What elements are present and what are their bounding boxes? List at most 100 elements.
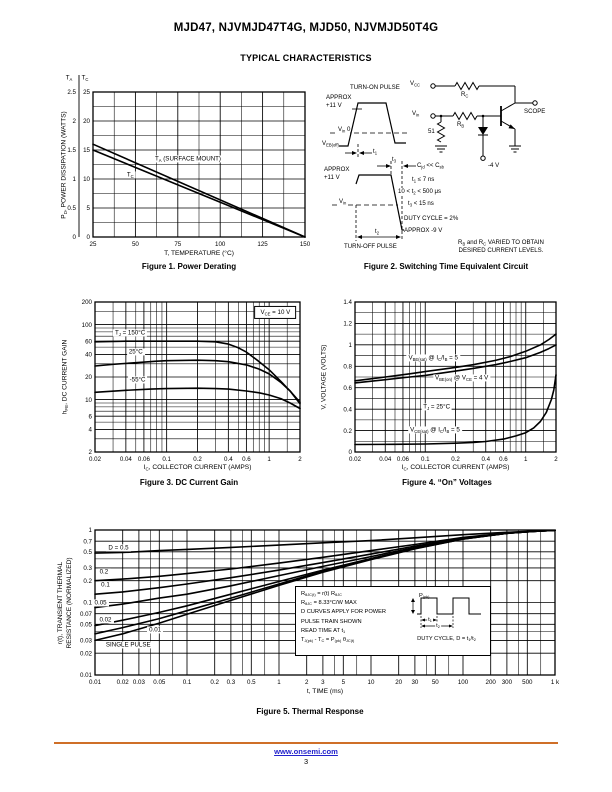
grid-minor	[93, 92, 305, 237]
tick-labels: 0.01 0.02 0.03 0.05 0.1 0.2 0.3 0.5 1 2 3 5 10 20 30 50…	[80, 527, 560, 686]
note-neg9v-label: APPROX -9 V	[404, 227, 443, 235]
turn-on-waveform	[324, 102, 410, 159]
x-tick-label: 0.02	[89, 456, 102, 463]
y-tick-label: 1	[89, 527, 93, 534]
turn-on-arrowheads	[352, 151, 364, 155]
t2-label: t2	[375, 228, 379, 236]
x-tick-label: 30	[411, 679, 418, 686]
veb-off-label: VEB(off)	[322, 140, 339, 148]
tick-labels: 0.02 0.04 0.06 0.1 0.2 0.4 0.6 1 2 2 4 6 10 20 40 60 100…	[82, 299, 303, 463]
r51-resistor	[436, 121, 446, 143]
x-tick-label: 50	[432, 679, 439, 686]
curve-vce-sat-at-ic-ib-5	[354, 374, 557, 446]
fig3-plot: 0.02 0.04 0.06 0.1 0.2 0.4 0.6 1 2 2 4 6 10 20 40 60 100…	[82, 299, 303, 463]
y-tick-label: 0.07	[80, 611, 93, 618]
curve-vbe-sat-at-ic-ib-5	[354, 333, 557, 382]
curve-label-t-j-150-c: TJ = 150°C	[112, 329, 148, 337]
y-tick-label: 4	[89, 427, 93, 434]
page-number: 3	[303, 757, 309, 766]
y-tick-label: 6	[89, 413, 93, 420]
scope-terminal	[532, 100, 538, 106]
plot-border	[92, 91, 306, 238]
series	[94, 340, 301, 410]
vin-zero-label: Vin 0	[338, 126, 351, 134]
x-tick-label: 1 k	[551, 679, 560, 686]
x-tick-label: 0.4	[481, 456, 490, 463]
curve-label-25-c: 25°C	[126, 348, 145, 356]
x-tick-label: 20	[395, 679, 402, 686]
curve-25c	[94, 359, 301, 404]
figure4-caption: Figure 4. “On” Voltages	[402, 478, 492, 487]
onsemi-link[interactable]: www.onsemi.com	[274, 747, 338, 756]
x-tick-label: 200	[486, 679, 497, 686]
y-axis-title: PD, POWER DISSIPATION (WATTS)	[60, 110, 68, 219]
x-tick-label: 25	[90, 241, 97, 248]
x-tick-label: 50	[132, 241, 139, 248]
note-line-3: D CURVES APPLY FOR POWER	[301, 609, 387, 616]
y-tick-label: 0	[349, 449, 353, 456]
fig5-plot: 0.01 0.02 0.03 0.05 0.1 0.2 0.3 0.5 1 2 3 5 10 20 30 50…	[80, 527, 560, 686]
approx-11v-off-label: APPROX +11 V	[324, 166, 350, 182]
plot-border	[94, 301, 301, 453]
test-circuit	[430, 81, 538, 161]
x-tick-label: 0.05	[153, 679, 166, 686]
curve-label-0-02: 0.02	[97, 616, 114, 624]
figure2-caption: Figure 2. Switching Time Equivalent Circ…	[363, 262, 529, 271]
x-tick-label: 100	[458, 679, 469, 686]
ppk-label: P(pk)	[419, 593, 430, 600]
y2-tick-label: 0	[73, 234, 77, 241]
x-tick-label: 0.06	[138, 456, 151, 463]
y-tick-label: 5	[87, 205, 91, 212]
x-tick-label: 0.5	[247, 679, 256, 686]
series	[94, 529, 556, 642]
y-tick-label: 10	[83, 176, 90, 183]
note-duty-label: DUTY CYCLE = 2%	[404, 215, 459, 223]
turn-off-arrowheads	[357, 164, 408, 239]
x-tick-label: 5	[342, 679, 346, 686]
curve-d-0-5	[94, 529, 556, 554]
curve-label-t-a-surface-mount: TA (SURFACE MOUNT)	[152, 155, 223, 164]
curve-55c	[94, 387, 301, 410]
y-tick-label: 0.6	[343, 385, 352, 392]
curve-vbe-on-at-vce-4-v	[354, 344, 557, 384]
curve-label-0-01: 0.01	[147, 626, 164, 634]
y-tick-label: 0.03	[80, 638, 93, 645]
y-tick-label: 1.4	[343, 299, 352, 306]
x-tick-label: 0.4	[224, 456, 233, 463]
y-tick-label: 15	[83, 147, 90, 154]
circuit-graphics	[324, 81, 538, 241]
note-t1-label: t1 ≤ 7 ns	[412, 176, 435, 184]
y-axis-title: r(t), TRANSIENT THERMAL RESISTANCE (NORM…	[57, 556, 73, 649]
x-tick-label: 0.2	[451, 456, 460, 463]
tick-labels: 0.02 0.04 0.06 0.1 0.2 0.4 0.6 1 2 0 0.2 0.4 0.6 0.8 1…	[343, 299, 558, 463]
curve-label-v-be-sat-i-c-i-b-5: VBE(sat) @ IC/IB = 5	[406, 354, 460, 362]
x-axis-title: IC, COLLECTOR CURRENT (AMPS)	[143, 464, 252, 472]
x-tick-label: 3	[321, 679, 325, 686]
y2-tick-label: 2	[73, 118, 77, 125]
curve-label-v-ce-sat-i-c-i-b-5: VCE(sat) @ IC/IB = 5	[408, 425, 462, 434]
x-tick-label: 1	[277, 679, 281, 686]
y-tick-label: 10	[85, 397, 92, 404]
note-t3-label: t3 < 15 ns	[408, 200, 434, 208]
y-tick-label: 1.2	[343, 321, 352, 328]
curve-ta-surface-mount	[92, 143, 306, 238]
rb-label: RB	[457, 121, 465, 129]
x-tick-label: 300	[502, 679, 513, 686]
note-line-4: PULSE TRAIN SHOWN	[301, 618, 362, 625]
y2-tick-label: 2.5	[67, 89, 76, 96]
footer-rule	[54, 742, 558, 745]
turn-off-pulse-label: TURN-OFF PULSE	[344, 243, 397, 251]
x-tick-label: 0.02	[117, 679, 130, 686]
y-tick-label: 60	[85, 338, 92, 345]
t2-label: t2	[435, 623, 441, 630]
series	[92, 143, 306, 238]
y-tick-label: 0.01	[80, 672, 93, 679]
curve-label-v-ce-10-v: VCE = 10 V	[254, 306, 297, 319]
curve-d-0-1	[94, 529, 556, 595]
x-tick-label: 0.1	[162, 456, 171, 463]
y2-tick-label: 0.5	[67, 205, 76, 212]
x-axis-title: t, TIME (ms)	[306, 688, 344, 695]
x-tick-label: 2	[305, 679, 309, 686]
x-tick-label: 0.04	[379, 456, 392, 463]
